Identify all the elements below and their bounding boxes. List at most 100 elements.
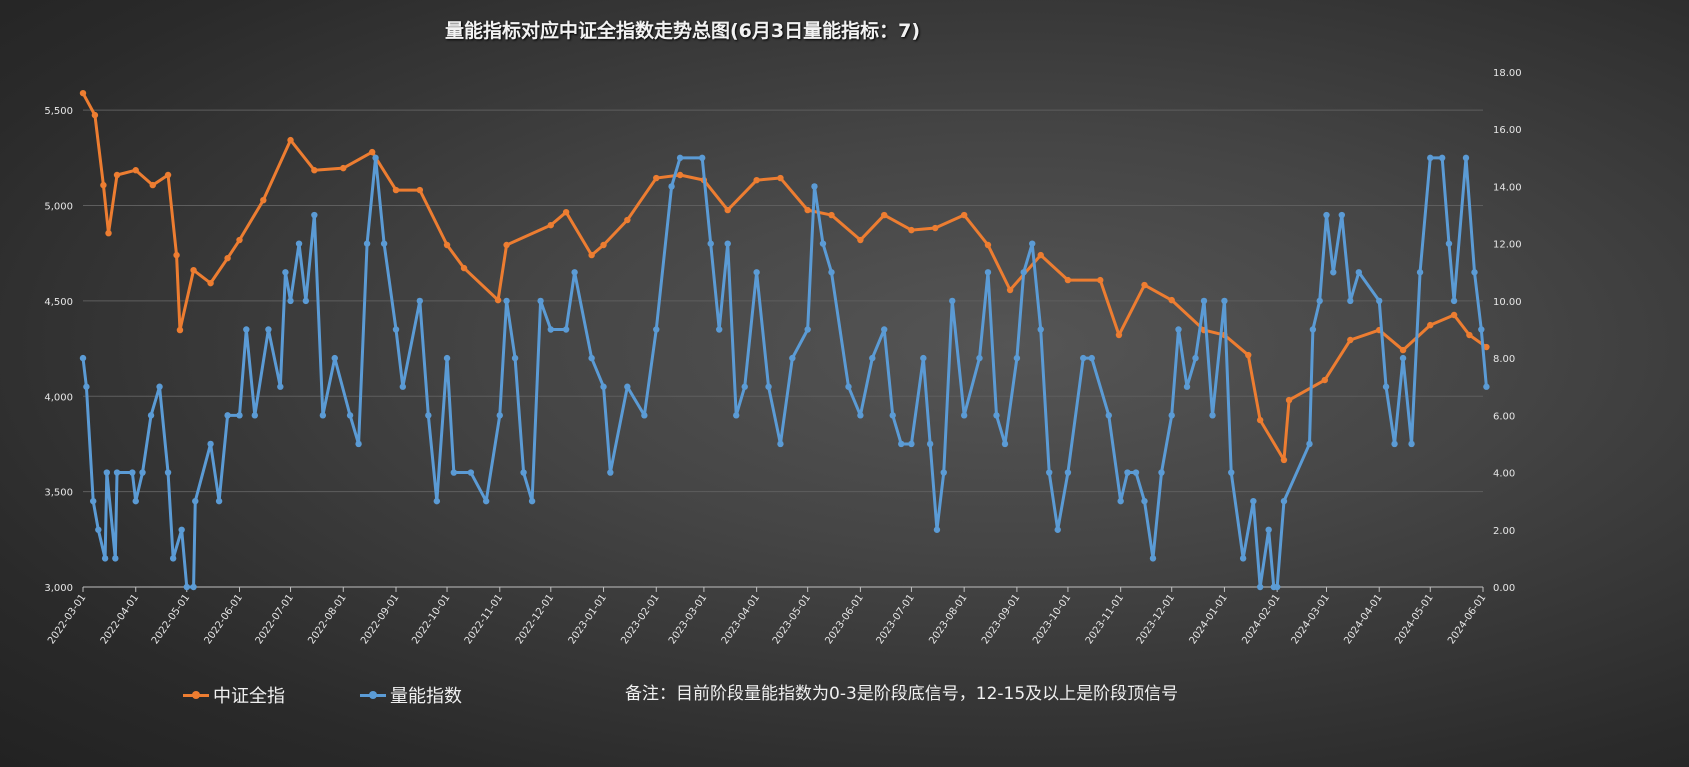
x-tick-label: 2022-12-01 bbox=[514, 592, 556, 646]
x-tick-label: 2023-06-01 bbox=[824, 592, 866, 646]
volume-index-point bbox=[496, 412, 503, 419]
volume-index-point bbox=[392, 326, 400, 333]
legend-label: 中证全指 bbox=[213, 686, 285, 707]
volume-index-point bbox=[83, 383, 90, 390]
x-tick-label: 2024-02-01 bbox=[1240, 592, 1282, 646]
volume-index-point bbox=[819, 240, 827, 247]
csi-all-point bbox=[236, 236, 243, 244]
chart-note: 备注：目前阶段量能指数为0-3是阶段底信号，12-15及以上是阶段顶信号 bbox=[625, 684, 1179, 704]
volume-index-point bbox=[1408, 440, 1415, 448]
volume-index-point bbox=[1117, 497, 1124, 505]
volume-index-point bbox=[90, 497, 97, 505]
y-right-tick-label: 10.00 bbox=[1493, 297, 1522, 308]
volume-index-point bbox=[1183, 383, 1191, 390]
volume-index-point bbox=[949, 297, 956, 305]
csi-all-point bbox=[1347, 336, 1354, 344]
csi-all-point bbox=[600, 241, 607, 249]
volume-index-point bbox=[113, 469, 121, 476]
csi-all-point bbox=[149, 181, 156, 189]
csi-all-point bbox=[91, 111, 99, 119]
volume-index-point bbox=[319, 412, 327, 419]
y-left-tick-label: 3,500 bbox=[44, 488, 73, 499]
volume-index-point bbox=[765, 383, 772, 390]
csi-all-point bbox=[1399, 346, 1407, 354]
volume-index-point bbox=[898, 440, 905, 448]
volume-index-point bbox=[528, 497, 536, 505]
csi-all-point bbox=[494, 296, 502, 304]
volume-index-point bbox=[236, 412, 243, 419]
volume-index-point bbox=[1054, 526, 1061, 533]
volume-index-point bbox=[1427, 154, 1434, 162]
volume-index-point bbox=[467, 469, 475, 476]
csi-all-point bbox=[1141, 281, 1148, 289]
csi-all-point bbox=[1450, 311, 1458, 319]
volume-index-point bbox=[95, 526, 102, 533]
csi-all-point bbox=[113, 171, 121, 179]
x-tick-label: 2023-12-01 bbox=[1135, 592, 1177, 646]
volume-index-point bbox=[416, 297, 424, 305]
volume-index-point bbox=[1273, 583, 1281, 591]
volume-index-point bbox=[178, 526, 185, 533]
volume-index-point bbox=[1124, 469, 1131, 476]
csi-all-point bbox=[562, 208, 570, 216]
csi-all-point bbox=[503, 241, 510, 249]
y-left-tick-label: 5,000 bbox=[44, 202, 73, 213]
csi-all-point bbox=[416, 186, 424, 194]
volume-index-point bbox=[1338, 211, 1346, 219]
volume-index-point bbox=[1280, 497, 1288, 505]
csi-all-point bbox=[1097, 276, 1104, 284]
volume-index-point bbox=[1450, 297, 1458, 305]
volume-index-point bbox=[1445, 240, 1453, 247]
y-left-tick-label: 5,500 bbox=[44, 106, 73, 117]
volume-index-point bbox=[433, 497, 441, 505]
csi-all-point bbox=[132, 167, 139, 174]
y-right-tick-label: 6.00 bbox=[1493, 411, 1515, 422]
volume-index-point bbox=[1416, 269, 1424, 276]
csi-all-point bbox=[828, 211, 835, 219]
volume-index-point bbox=[164, 469, 172, 476]
volume-index-point bbox=[698, 154, 706, 162]
volume-index-point bbox=[1228, 469, 1235, 476]
csi-all-point bbox=[777, 174, 784, 182]
x-tick-label: 2023-02-01 bbox=[619, 592, 661, 646]
volume-index-point bbox=[103, 469, 111, 476]
csi-all-point bbox=[311, 167, 318, 174]
volume-index-point bbox=[380, 240, 388, 247]
volume-index-point bbox=[450, 469, 458, 476]
csi-all-point bbox=[164, 171, 172, 179]
csi-all-point bbox=[105, 229, 112, 237]
volume-index-point bbox=[641, 412, 648, 419]
legend-item-csi-all[interactable]: 中证全指 bbox=[183, 682, 285, 708]
x-tick-label: 2022-09-01 bbox=[359, 592, 401, 646]
csi-all-point bbox=[1256, 416, 1264, 424]
volume-index-point bbox=[511, 354, 519, 362]
volume-index-point bbox=[676, 154, 684, 162]
volume-index-point bbox=[363, 240, 371, 247]
csi-all-point bbox=[753, 176, 760, 184]
volume-index-point bbox=[207, 440, 214, 448]
x-tick-label: 2023-04-01 bbox=[720, 592, 762, 646]
volume-index-point bbox=[1020, 269, 1027, 276]
legend-item-volume-index[interactable]: 量能指数 bbox=[360, 682, 462, 708]
volume-index-point bbox=[1132, 469, 1140, 476]
volume-index-point bbox=[1141, 497, 1148, 505]
csi-all-point bbox=[588, 251, 595, 259]
x-tick-label: 2023-03-01 bbox=[667, 592, 709, 646]
volume-index-point bbox=[1168, 412, 1175, 419]
csi-all-point bbox=[1064, 276, 1072, 284]
volume-index-point bbox=[889, 412, 896, 419]
volume-index-point bbox=[1399, 354, 1407, 362]
volume-index-point bbox=[1250, 497, 1257, 505]
volume-index-point bbox=[372, 154, 379, 162]
chart-title: 量能指标对应中证全指数走势总图(6月3日量能指标：7) bbox=[445, 20, 921, 42]
csi-all-point bbox=[724, 206, 731, 214]
csi-all-point bbox=[1466, 331, 1473, 339]
volume-index-line bbox=[81, 156, 1488, 589]
volume-index-point bbox=[169, 555, 177, 562]
volume-index-point bbox=[1192, 354, 1199, 362]
volume-index-point bbox=[156, 383, 163, 390]
csi-all-point bbox=[857, 236, 864, 244]
volume-index-point bbox=[331, 354, 338, 362]
volume-index-point bbox=[869, 354, 876, 362]
